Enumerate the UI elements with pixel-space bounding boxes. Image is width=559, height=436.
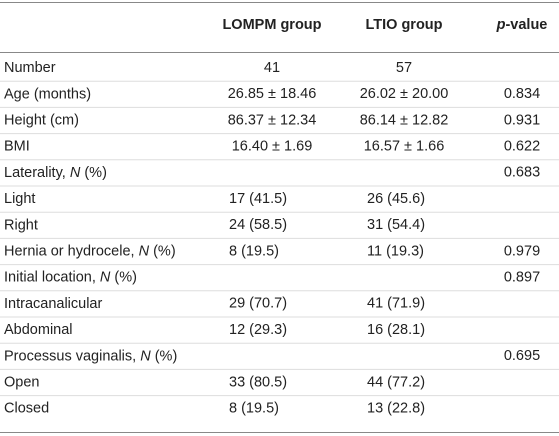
text-part: (%) [151, 348, 178, 364]
text-part: Height (cm) [4, 112, 79, 128]
cell-text: p-value [496, 17, 548, 33]
cell: 29 (70.7) [229, 296, 287, 312]
cell: 24 (58.5) [229, 217, 287, 233]
cell: 0.695 [504, 348, 540, 364]
cell-text: Intracanalicular [4, 296, 102, 312]
text-part: Processus vaginalis, [4, 348, 140, 364]
cell: 86.37 ± 12.34 [228, 112, 317, 128]
text-part: Initial location, [4, 270, 100, 286]
cell: 12 (29.3) [229, 322, 287, 338]
cell-text: Abdominal [4, 322, 73, 338]
cell: 17 (41.5) [229, 191, 287, 207]
text-part: Intracanalicular [4, 296, 102, 312]
text-part: Right [4, 217, 38, 233]
text-part: Open [4, 374, 39, 390]
cell: 16 (28.1) [367, 322, 425, 338]
cell: 0.897 [504, 270, 540, 286]
text-part: Light [4, 191, 35, 207]
cell-text: Laterality, N (%) [4, 165, 107, 181]
text-part: N [139, 243, 150, 259]
text-part: Hernia or hydrocele, [4, 243, 139, 259]
cell-text: Hernia or hydrocele, N (%) [4, 243, 176, 259]
text-part: -value [505, 17, 547, 33]
text-part: N [100, 270, 111, 286]
cell: 44 (77.2) [367, 374, 425, 390]
cell: 57 [396, 60, 412, 76]
text-part: Laterality, [4, 165, 70, 181]
text-part: Closed [4, 401, 49, 417]
cell: 41 (71.9) [367, 296, 425, 312]
cell: 16.40 ± 1.69 [232, 139, 313, 155]
cell-text: Height (cm) [4, 112, 79, 128]
text-part: LOMPM group [222, 17, 321, 33]
cell: 11 (19.3) [367, 243, 424, 259]
text-part: (%) [149, 243, 176, 259]
text-part: (%) [110, 270, 137, 286]
cell-text: Light [4, 191, 35, 207]
cell: 26.02 ± 20.00 [360, 86, 449, 102]
cell: 41 [264, 60, 280, 76]
text-part: N [70, 165, 81, 181]
cell: 0.834 [504, 86, 540, 102]
cell-text: LOMPM group [222, 17, 321, 33]
text-part: Number [4, 60, 56, 76]
cell: 86.14 ± 12.82 [360, 112, 449, 128]
text-part: (%) [80, 165, 107, 181]
cell: 13 (22.8) [367, 401, 425, 417]
cell: 0.683 [504, 165, 540, 181]
cell: 16.57 ± 1.66 [364, 139, 445, 155]
text-part: BMI [4, 139, 30, 155]
cell: 0.931 [504, 112, 540, 128]
cell-text: LTIO group [365, 17, 442, 33]
cell: 31 (54.4) [367, 217, 425, 233]
cell-text: Closed [4, 401, 49, 417]
cell: 26.85 ± 18.46 [228, 86, 317, 102]
text-part: p [496, 17, 506, 33]
cell-text: Age (months) [4, 86, 91, 102]
text-part: N [140, 348, 151, 364]
cell-text: BMI [4, 139, 30, 155]
text-part: Abdominal [4, 322, 73, 338]
cell: 8 (19.5) [229, 243, 279, 259]
cell-text: Right [4, 217, 38, 233]
cell-text: Open [4, 374, 39, 390]
cell: 0.979 [504, 243, 540, 259]
cell-text: Initial location, N (%) [4, 270, 137, 286]
cell: 33 (80.5) [229, 374, 287, 390]
text-part: Age (months) [4, 86, 91, 102]
cell-text: Processus vaginalis, N (%) [4, 348, 177, 364]
cell: 0.622 [504, 139, 540, 155]
text-part: LTIO group [365, 17, 442, 33]
cell: 8 (19.5) [229, 401, 279, 417]
cell: 26 (45.6) [367, 191, 425, 207]
cell-text: Number [4, 60, 56, 76]
